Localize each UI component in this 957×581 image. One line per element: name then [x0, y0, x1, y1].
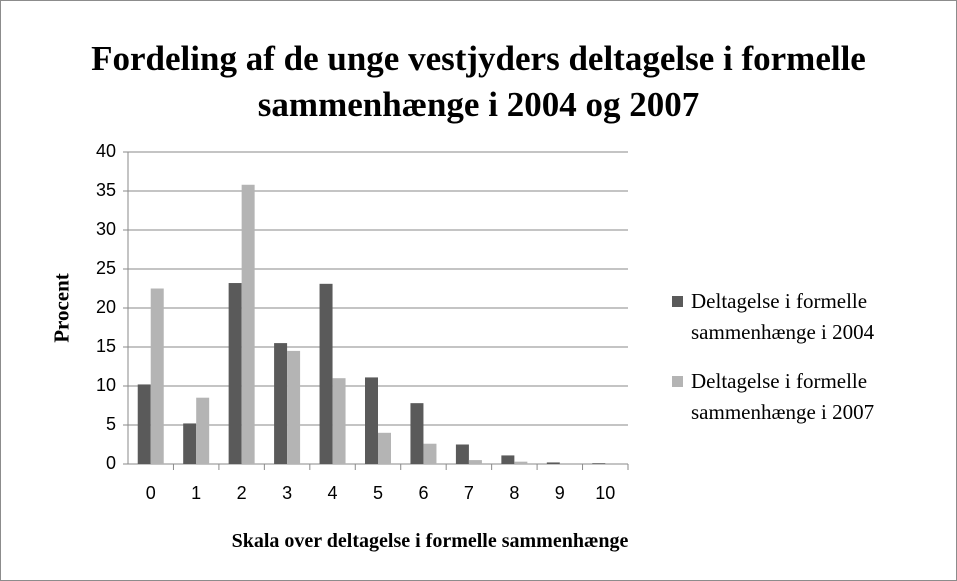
x-tick-label: 4: [328, 483, 338, 503]
bar: [455, 444, 469, 464]
bar: [514, 461, 528, 464]
legend-label: Deltagelse i formelle sammenhænge i 2007: [691, 369, 875, 424]
x-tick-label: 10: [595, 483, 615, 503]
bar: [468, 460, 482, 464]
legend-entry: Deltagelse i formelle sammenhænge i 2004: [672, 286, 952, 348]
bar: [559, 463, 573, 464]
bar: [241, 184, 255, 464]
bar: [137, 384, 151, 464]
x-tick-label: 9: [555, 483, 565, 503]
legend-label: Deltagelse i formelle sammenhænge i 2004: [691, 289, 875, 344]
legend-swatch: [672, 376, 683, 387]
x-tick-label: 2: [237, 483, 247, 503]
bar: [410, 403, 424, 464]
bar: [196, 397, 210, 464]
x-axis-label: Skala over deltagelse i formelle sammenh…: [231, 530, 629, 552]
y-tick-label: 0: [106, 453, 116, 473]
y-tick-label: 35: [96, 180, 116, 200]
x-tick-label: 3: [282, 483, 292, 503]
y-tick-label: 20: [96, 297, 116, 317]
legend: Deltagelse i formelle sammenhænge i 2004…: [672, 286, 952, 446]
y-tick-label: 10: [96, 375, 116, 395]
bar: [274, 343, 288, 464]
y-tick-label: 25: [96, 258, 116, 278]
bar: [287, 350, 301, 464]
bar: [546, 462, 560, 464]
x-tick-label: 0: [146, 483, 156, 503]
bar: [183, 423, 197, 464]
bar: [228, 283, 242, 464]
y-tick-label: 5: [106, 414, 116, 434]
x-tick-label: 8: [509, 483, 519, 503]
bar: [365, 377, 378, 464]
legend-swatch: [672, 296, 683, 307]
y-axis-label: Procent: [49, 273, 74, 343]
bar: [150, 288, 164, 464]
chart-title: Fordeling af de unge vestjyders deltagel…: [91, 39, 866, 124]
bar: [378, 432, 391, 464]
x-tick-label: 5: [373, 483, 383, 503]
bar: [423, 443, 437, 464]
y-tick-label: 40: [96, 141, 116, 161]
y-tick-label: 15: [96, 336, 116, 356]
x-tick-label: 6: [418, 483, 428, 503]
bar: [501, 455, 515, 464]
bar: [319, 283, 333, 464]
x-tick-label: 1: [191, 483, 201, 503]
y-tick-label: 30: [96, 219, 116, 239]
legend-entry: Deltagelse i formelle sammenhænge i 2007: [672, 366, 952, 428]
bar: [332, 378, 346, 464]
x-tick-label: 7: [464, 483, 474, 503]
bar: [592, 463, 606, 464]
